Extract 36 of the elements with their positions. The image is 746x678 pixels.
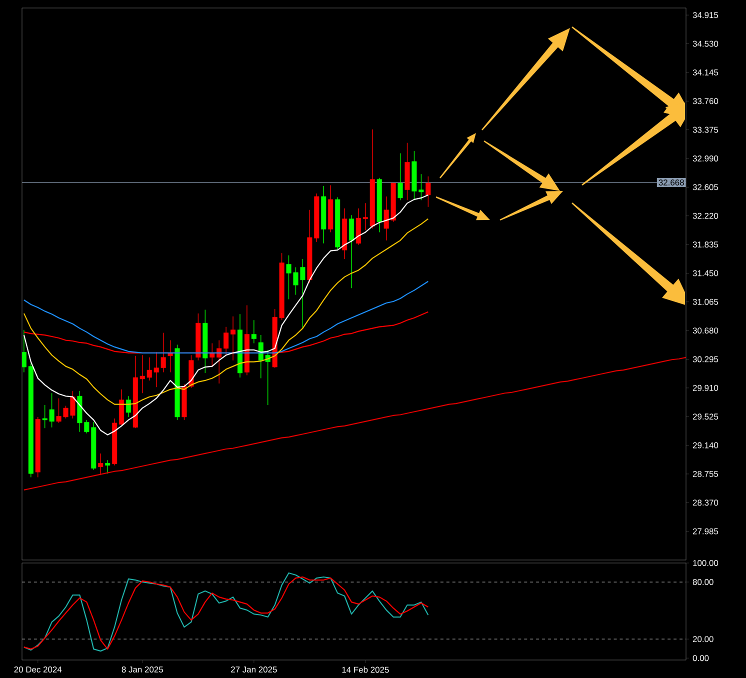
- candlestick: [105, 460, 110, 474]
- y-tick-label: 30.295: [692, 356, 718, 362]
- y-tick-label: 34.530: [692, 40, 718, 47]
- y-tick-label: 30.680: [692, 328, 718, 334]
- y-tick-label: 0.00: [692, 655, 709, 662]
- y-tick-label: 28.755: [692, 470, 718, 477]
- y-tick-label: 32.990: [692, 155, 718, 162]
- y-tick-label: 80.00: [692, 579, 714, 586]
- y-tick-label: 27.985: [692, 528, 718, 534]
- candlestick: [426, 176, 431, 208]
- y-tick-label: 34.145: [692, 69, 718, 76]
- y-tick-label: 100.00: [693, 560, 718, 566]
- y-tick-label: 32.220: [692, 212, 718, 219]
- y-tick-label: 29.140: [692, 442, 718, 448]
- x-tick-label: 8 Jan 2025: [122, 666, 164, 673]
- y-tick-label: 31.065: [692, 298, 718, 305]
- y-tick-label: 33.375: [692, 126, 718, 133]
- y-tick-label: 32.605: [692, 184, 718, 190]
- candlestick: [98, 453, 104, 476]
- y-tick-label: 29.910: [692, 384, 718, 391]
- y-tick-label: 34.915: [692, 12, 718, 18]
- candlestick: [398, 152, 403, 201]
- x-tick-label: 27 Jan 2025: [231, 666, 277, 673]
- candlestick: [126, 396, 132, 418]
- y-tick-label: 20.00: [692, 636, 714, 642]
- ref-line-label: 32.668: [658, 179, 684, 186]
- y-tick-label: 33.760: [692, 98, 718, 104]
- candlestick: [251, 320, 256, 344]
- candlestick: [348, 214, 354, 288]
- y-tick-label: 31.835: [692, 242, 718, 248]
- candlestick: [230, 316, 236, 361]
- y-tick-label: 29.525: [692, 414, 718, 420]
- x-tick-label: 14 Feb 2025: [342, 666, 389, 673]
- y-tick-label: 28.370: [692, 500, 718, 506]
- x-tick-label: 20 Dec 2024: [14, 666, 62, 673]
- y-tick-label: 31.450: [692, 270, 718, 276]
